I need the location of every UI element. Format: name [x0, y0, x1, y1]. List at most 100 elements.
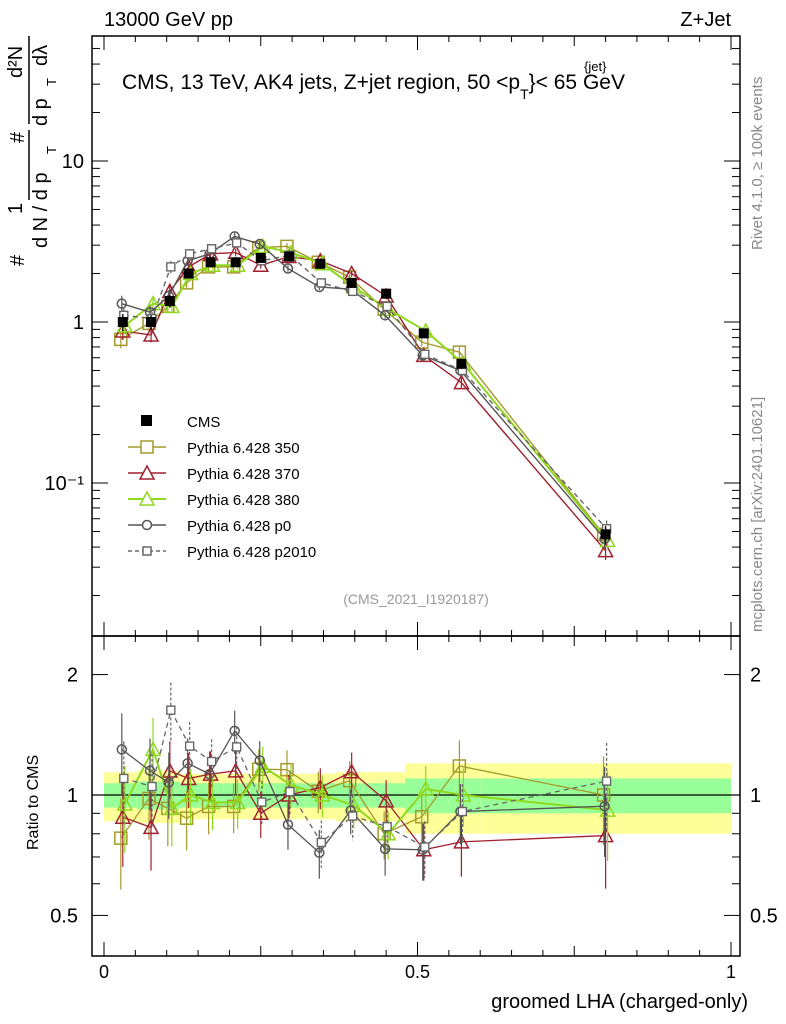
legend-marker-p2010: [142, 546, 152, 556]
series-point-4: [316, 278, 327, 288]
ylabel-t2: T: [44, 78, 59, 86]
legend-marker-cms: [141, 415, 152, 426]
ratio-tick-label-left: 1: [67, 785, 78, 807]
y-tick-label: 10⁻¹: [45, 473, 85, 495]
ratio-point-4: [347, 811, 358, 821]
ylabel-dn: d N / d p: [30, 172, 52, 248]
ratio-point-1: [597, 827, 614, 843]
header-right: Z+Jet: [680, 9, 731, 31]
cms-point: [117, 317, 128, 327]
ratio-line-1: [122, 770, 606, 851]
ratio-point-1: [252, 804, 270, 821]
ratio-tick-label-right: 1: [750, 785, 761, 807]
legend-marker-370: [138, 464, 156, 480]
legend-label-p2010: Pythia 6.428 p2010: [187, 544, 316, 561]
ratio-point-0: [142, 791, 156, 806]
ratio-point-2: [204, 793, 221, 810]
ratio-line-4: [123, 708, 607, 848]
cms-point: [346, 277, 357, 288]
ratio-frame: [91, 635, 741, 957]
ylabel-t1: T: [44, 146, 59, 154]
ratio-tick-label-right: 2: [750, 665, 761, 687]
ratio-point-2: [417, 780, 435, 796]
ylabel-d2n: d²N: [5, 46, 27, 78]
title-main: CMS, 13 TeV, AK4 jets, Z+jet region, 50 …: [122, 71, 520, 94]
ratio-point-4: [257, 797, 267, 807]
ratio-point-3: [314, 847, 325, 858]
legend-label-cms: CMS: [187, 414, 220, 431]
ratio-point-0: [114, 831, 128, 845]
ylabel-hash1: #: [7, 254, 29, 266]
cms-point: [230, 257, 241, 268]
ratio-point-4: [184, 741, 195, 751]
y-tick-label: 10: [62, 151, 84, 173]
rivet-label: Rivet 4.1.0, ≥ 100k events: [749, 77, 766, 250]
cms-point: [600, 529, 611, 540]
series-line-2: [124, 245, 609, 542]
chart-title: CMS, 13 TeV, AK4 jets, Z+jet region, 50 …: [122, 71, 625, 102]
ratio-point-3: [599, 800, 610, 812]
ratio-point-4: [457, 806, 468, 817]
ratio-point-3: [163, 777, 175, 788]
legend-label-380: Pythia 6.428 380: [187, 492, 300, 509]
legend-label-370: Pythia 6.428 370: [187, 466, 300, 483]
ratio-point-0: [226, 799, 241, 814]
cms-point: [315, 258, 326, 269]
ratio-point-4: [119, 773, 129, 784]
series-point-4: [184, 249, 195, 259]
cms-point: [205, 257, 216, 268]
series-point-0: [452, 345, 467, 359]
legend: CMS Pythia 6.428 350 Pythia 6.428 370 Py…: [128, 414, 316, 561]
series-point-4: [347, 286, 358, 297]
ratio-series: [114, 682, 616, 890]
x-tick-label: 0.5: [405, 962, 430, 982]
ratio-point-4: [206, 756, 217, 767]
ratio-tick-label-right: 0.5: [750, 905, 778, 927]
mcplots-label: mcplots.cern.ch [arXiv:2401.10621]: [749, 397, 766, 632]
ratio-point-4: [420, 842, 430, 852]
ratio-point-1: [453, 833, 470, 849]
ratio-point-0: [179, 811, 194, 825]
cms-point: [255, 252, 266, 263]
ratio-point-4: [382, 821, 392, 832]
y-axis-label: # 1 d N / d p T # d²N d p T dλ: [5, 36, 59, 266]
series-line-3: [121, 235, 606, 540]
series-point-4: [166, 262, 176, 272]
series-point-1: [114, 322, 132, 338]
title-sub: T: [520, 86, 529, 102]
series-point-4: [382, 301, 392, 312]
cms-point: [456, 358, 467, 369]
title-sup: {jet}: [584, 59, 607, 74]
ratio-point-1: [180, 769, 197, 786]
ratio-point-0: [342, 773, 357, 788]
ratio-tick-label-left: 0.5: [50, 905, 78, 927]
ratio-point-3: [229, 725, 240, 737]
legend-marker-p0: [141, 519, 153, 531]
series-point-1: [142, 326, 160, 342]
series-point-3: [254, 238, 265, 250]
ratio-ylabel: Ratio to CMS: [25, 755, 42, 850]
ratio-point-0: [596, 788, 611, 802]
series-point-4: [420, 349, 430, 360]
cms-point: [283, 251, 294, 262]
ratio-point-4: [601, 776, 612, 786]
cms-point: [381, 288, 392, 299]
series-point-1: [597, 542, 614, 558]
ratio-point-0: [452, 759, 467, 773]
ratio-point-4: [231, 742, 242, 752]
series-point-1: [453, 374, 470, 390]
series-point-4: [231, 238, 242, 248]
cms-point: [146, 317, 157, 327]
legend-label-350: Pythia 6.428 350: [187, 440, 300, 457]
ratio-point-2: [116, 795, 134, 811]
ratio-point-4: [166, 705, 176, 715]
cms-point: [418, 328, 429, 339]
ratio-point-4: [316, 837, 327, 848]
analysis-id: (CMS_2021_I1920187): [343, 591, 489, 607]
ratio-point-2: [182, 786, 199, 802]
ratio-point-0: [280, 762, 294, 777]
ratio-point-3: [204, 768, 215, 780]
ratio-point-1: [377, 792, 395, 808]
legend-marker-380: [138, 490, 156, 506]
